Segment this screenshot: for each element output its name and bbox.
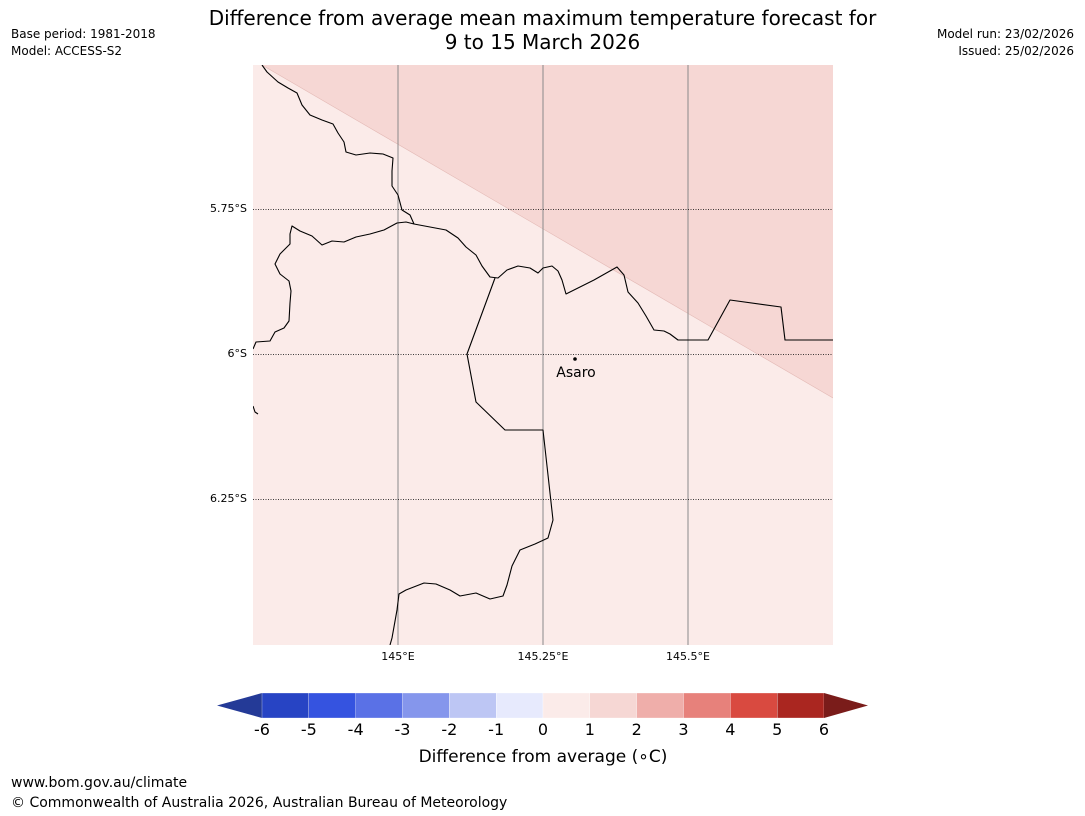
lon-label-145-5: 145.5°E bbox=[666, 650, 710, 663]
title-line-1: Difference from average mean maximum tem… bbox=[208, 6, 877, 30]
colorbar-tick-label: -5 bbox=[300, 720, 317, 739]
colorbar-tick-label: -3 bbox=[394, 720, 411, 739]
colorbar-tick-label: -2 bbox=[441, 720, 458, 739]
lat-label-6-25: 6.25°S bbox=[210, 492, 247, 505]
colorbar-tick-label: 2 bbox=[631, 720, 642, 739]
boundary-west-coast bbox=[253, 65, 415, 350]
colorbar-box bbox=[542, 692, 590, 719]
lon-label-145: 145°E bbox=[381, 650, 415, 663]
boundary-west-fragment bbox=[253, 405, 259, 415]
issued-date: Issued: 25/02/2026 bbox=[958, 44, 1074, 58]
colorbar-tick-label: -6 bbox=[254, 720, 270, 739]
town-label-asaro: Asaro bbox=[556, 365, 596, 381]
colorbar-tick-label: 3 bbox=[678, 720, 689, 739]
colorbar-box bbox=[636, 692, 684, 719]
colorbar-box bbox=[261, 692, 309, 719]
boundary-lines bbox=[253, 65, 833, 645]
lon-label-145-25: 145.25°E bbox=[517, 650, 569, 663]
colorbar-tick-label: -1 bbox=[488, 720, 505, 739]
base-period: Base period: 1981-2018 bbox=[11, 27, 156, 41]
colorbar-box bbox=[589, 692, 637, 719]
colorbar-extend-low bbox=[217, 693, 262, 718]
footer-url: www.bom.gov.au/climate bbox=[11, 775, 188, 791]
meta-left: Base period: 1981-2018 Model: ACCESS-S2 bbox=[11, 26, 156, 60]
model-name: Model: ACCESS-S2 bbox=[11, 44, 123, 58]
colorbar-box bbox=[449, 692, 497, 719]
colorbar-label: Difference from average (∘C) bbox=[418, 747, 668, 767]
boundary-central-inner bbox=[389, 277, 554, 645]
colorbar-tick-label: 4 bbox=[725, 720, 736, 739]
colorbar-tick-label: 5 bbox=[772, 720, 783, 739]
map-title: Difference from average mean maximum tem… bbox=[130, 6, 955, 54]
colorbar-box bbox=[683, 692, 731, 719]
town-marker-asaro bbox=[573, 357, 577, 361]
title-line-2: 9 to 15 March 2026 bbox=[444, 30, 641, 54]
colorbar-tick-label: -4 bbox=[347, 720, 364, 739]
colorbar-tick-label: 1 bbox=[584, 720, 595, 739]
colorbar-boxes bbox=[217, 692, 868, 719]
colorbar-tick-label: 6 bbox=[818, 720, 830, 739]
colorbar-box bbox=[355, 692, 403, 719]
boundary-central-north bbox=[413, 223, 833, 341]
lat-label-5-75: 5.75°S bbox=[210, 202, 247, 215]
colorbar-box bbox=[308, 692, 356, 719]
colorbar-extend-high bbox=[824, 693, 868, 718]
colorbar-tick-label: 0 bbox=[537, 720, 549, 739]
colorbar-box bbox=[730, 692, 778, 719]
colorbar-box bbox=[496, 692, 544, 719]
model-run: Model run: 23/02/2026 bbox=[936, 27, 1074, 41]
meta-right: Model run: 23/02/2026 Issued: 25/02/2026 bbox=[937, 26, 1074, 60]
colorbar-box bbox=[402, 692, 450, 719]
colorbar-box bbox=[777, 692, 825, 719]
lat-label-6: 6°S bbox=[227, 347, 247, 360]
footer-copyright: © Commonwealth of Australia 2026, Austra… bbox=[11, 795, 508, 811]
region-boundary bbox=[261, 65, 833, 399]
